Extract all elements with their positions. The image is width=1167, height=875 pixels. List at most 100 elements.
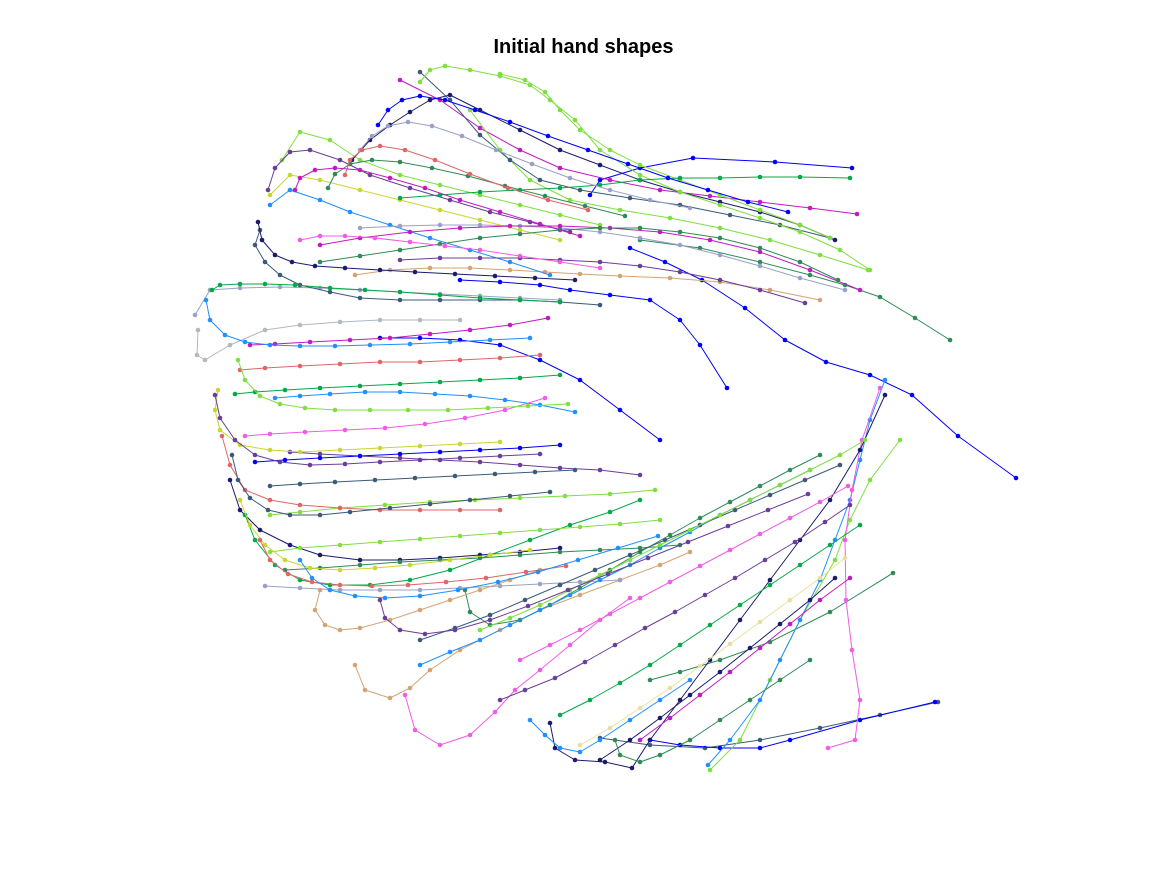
data-point <box>487 337 493 343</box>
data-point <box>467 497 473 503</box>
data-point <box>817 499 823 505</box>
data-point <box>547 272 553 278</box>
data-point <box>517 227 523 233</box>
data-point <box>357 225 363 231</box>
data-point <box>387 695 393 701</box>
hand-shape-series-45 <box>242 395 548 439</box>
data-point <box>477 189 483 195</box>
data-point <box>337 567 343 573</box>
data-point <box>552 745 558 751</box>
hand-shape-series-57 <box>417 462 843 643</box>
data-point <box>437 292 443 298</box>
data-point <box>527 717 533 723</box>
data-point <box>267 497 273 503</box>
data-point <box>587 697 593 703</box>
data-point <box>262 542 268 548</box>
hand-shape-series-14 <box>457 277 730 391</box>
series-line <box>499 504 851 701</box>
data-point <box>572 757 578 763</box>
data-point <box>567 642 573 648</box>
data-point <box>407 185 413 191</box>
hand-shape-series-35 <box>497 71 833 241</box>
data-point <box>717 252 723 258</box>
data-point <box>417 662 423 668</box>
data-point <box>597 757 603 763</box>
data-point <box>407 685 413 691</box>
data-point <box>337 582 343 588</box>
data-point <box>477 447 483 453</box>
data-point <box>487 209 493 215</box>
data-point <box>429 123 435 129</box>
data-point <box>617 207 623 213</box>
data-point <box>697 692 703 698</box>
data-point <box>882 392 888 398</box>
series-line <box>404 597 631 746</box>
hand-shape-series-55 <box>597 575 838 763</box>
data-point <box>817 297 823 303</box>
series-line <box>269 469 576 487</box>
data-point <box>232 391 238 397</box>
data-point <box>377 267 383 273</box>
data-point <box>827 497 833 503</box>
data-point <box>557 712 563 718</box>
data-point <box>277 272 283 278</box>
data-point <box>387 335 393 341</box>
data-point <box>357 562 363 568</box>
hand-shape-series-71 <box>375 93 791 215</box>
data-point <box>757 483 763 489</box>
hand-shape-series-43 <box>232 372 563 397</box>
data-point <box>445 407 451 413</box>
series-line <box>214 389 501 453</box>
data-point <box>302 405 308 411</box>
data-point <box>417 593 423 599</box>
data-point <box>397 627 403 633</box>
data-point <box>252 389 258 395</box>
data-point <box>707 622 713 628</box>
data-point <box>377 143 383 149</box>
data-point <box>307 339 313 345</box>
series-line <box>649 572 894 681</box>
hand-shape-series-46 <box>252 442 563 465</box>
data-point <box>399 97 405 103</box>
data-point <box>542 395 548 401</box>
data-point <box>585 207 591 213</box>
series-layer <box>192 63 1019 773</box>
data-point <box>417 93 423 99</box>
data-point <box>637 177 643 183</box>
data-point <box>307 462 313 468</box>
data-point <box>607 292 613 298</box>
data-point <box>262 327 268 333</box>
data-point <box>325 185 331 191</box>
data-point <box>827 235 833 241</box>
series-line <box>549 394 886 769</box>
data-point <box>787 621 793 627</box>
data-point <box>385 123 391 129</box>
data-point <box>867 372 873 378</box>
hand-shape-series-37 <box>357 222 848 293</box>
data-point <box>757 245 763 251</box>
data-point <box>677 697 683 703</box>
hand-shape-series-41 <box>272 389 578 415</box>
data-point <box>687 677 693 683</box>
data-point <box>577 742 583 748</box>
data-point <box>342 265 348 271</box>
data-point <box>492 273 498 279</box>
data-point <box>717 669 723 675</box>
data-point <box>707 767 713 773</box>
data-point <box>757 174 763 180</box>
data-point <box>337 542 343 548</box>
data-point <box>862 437 868 443</box>
series-line <box>299 235 601 269</box>
data-point <box>557 165 563 171</box>
hand-shape-series-54 <box>577 555 848 748</box>
data-point <box>442 63 448 69</box>
data-point <box>443 579 449 585</box>
data-point <box>705 187 711 193</box>
data-point <box>362 687 368 693</box>
data-point <box>577 627 583 633</box>
data-point <box>867 477 873 483</box>
data-point <box>557 212 563 218</box>
data-point <box>402 692 408 698</box>
data-point <box>267 431 273 437</box>
data-point <box>677 242 683 248</box>
